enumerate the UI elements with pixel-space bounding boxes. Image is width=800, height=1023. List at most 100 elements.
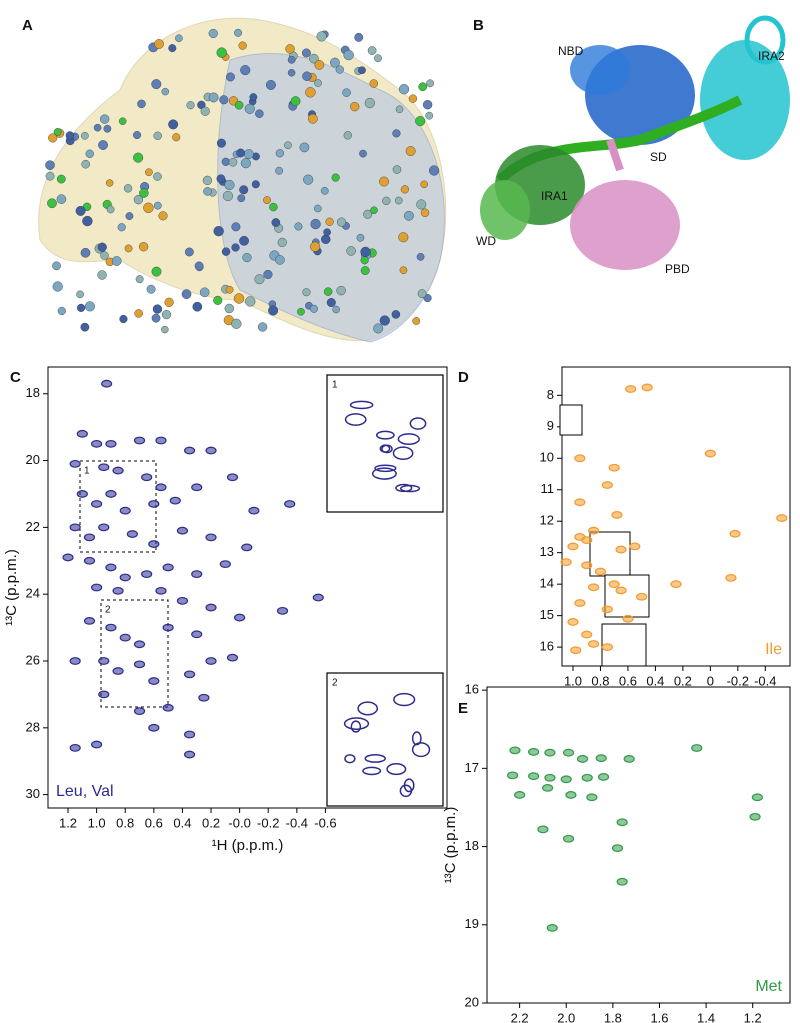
panel-label: B: [473, 17, 484, 34]
peak: [234, 613, 246, 622]
peak: [105, 563, 117, 572]
atom-sphere: [53, 128, 62, 136]
peak: [133, 660, 146, 669]
inset-contour: [411, 731, 422, 746]
atom-sphere: [287, 69, 296, 77]
peak: [704, 449, 716, 458]
atom-sphere: [416, 252, 425, 261]
atom-sphere: [399, 266, 408, 275]
peak: [133, 640, 146, 649]
peak: [183, 670, 196, 679]
inset-contour: [375, 430, 395, 440]
atom-sphere: [226, 72, 235, 82]
peak: [509, 746, 521, 755]
peak: [581, 630, 593, 639]
y-tick-label: 8: [547, 387, 554, 402]
atom-sphere: [100, 114, 110, 124]
series-label: Ile: [765, 641, 782, 658]
atom-sphere: [135, 275, 144, 284]
atom-sphere: [168, 119, 179, 130]
atom-sphere: [133, 152, 144, 163]
atom-sphere: [237, 194, 246, 203]
atom-sphere: [216, 138, 226, 148]
atom-sphere: [225, 285, 234, 294]
y-tick-label: 16: [465, 682, 479, 697]
peak: [601, 605, 613, 614]
atom-sphere: [48, 133, 58, 143]
peak: [205, 657, 217, 665]
atom-sphere: [81, 131, 89, 140]
atom-sphere: [199, 287, 210, 298]
x-tick-label: 0.4: [173, 815, 191, 830]
x-tick-label: 2.0: [557, 1010, 575, 1023]
peak: [581, 773, 593, 782]
peak: [670, 580, 682, 589]
atom-sphere: [52, 281, 63, 292]
peak: [725, 573, 737, 582]
plot-frame: [561, 366, 791, 667]
atom-sphere: [398, 232, 409, 243]
atom-sphere: [331, 173, 340, 182]
atom-sphere: [255, 109, 264, 118]
atom-sphere: [138, 242, 149, 252]
peak: [141, 570, 153, 579]
atom-sphere: [222, 190, 233, 202]
atom-sphere: [243, 149, 254, 159]
atom-sphere: [310, 304, 318, 313]
inset-contour: [397, 433, 420, 445]
peak: [616, 877, 628, 886]
peak: [69, 459, 81, 468]
atom-sphere: [428, 165, 440, 176]
peak: [586, 793, 598, 802]
y-tick-label: 30: [26, 786, 40, 801]
atom-sphere: [379, 176, 389, 187]
atom-sphere: [134, 309, 143, 318]
atom-sphere: [314, 60, 325, 70]
peak: [574, 599, 586, 607]
atom-sphere: [117, 223, 126, 232]
atom-sphere: [224, 179, 235, 191]
atom-sphere: [221, 247, 231, 256]
atom-sphere: [418, 82, 428, 92]
atom-sphere: [80, 322, 90, 332]
peak: [162, 703, 174, 712]
peak: [205, 603, 217, 612]
atom-sphere: [360, 266, 370, 276]
atom-sphere: [359, 149, 367, 158]
atom-sphere: [309, 53, 319, 64]
atom-sphere: [77, 303, 86, 312]
panel-label: C: [10, 369, 21, 386]
atom-sphere: [400, 185, 409, 194]
atom-sphere: [335, 65, 344, 74]
y-tick-label: 13: [540, 544, 554, 559]
peak: [507, 771, 519, 780]
peak: [611, 511, 623, 519]
peak: [749, 812, 761, 821]
atom-sphere: [257, 322, 268, 332]
peak: [91, 583, 103, 592]
atom-sphere: [75, 205, 86, 216]
atom-sphere: [228, 157, 238, 167]
x-tick-label: -0.6: [314, 815, 336, 830]
atom-sphere: [181, 289, 192, 299]
atom-sphere: [164, 297, 174, 307]
peak: [567, 542, 579, 551]
peak: [776, 514, 788, 522]
peak: [751, 793, 763, 802]
atom-sphere: [168, 44, 177, 53]
atom-sphere: [285, 44, 295, 54]
plot-frame: [486, 686, 791, 1004]
atom-sphere: [231, 243, 240, 252]
x-tick-label: 0.6: [619, 673, 637, 688]
atom-sphere: [275, 166, 284, 175]
atom-sphere: [84, 301, 95, 312]
atom-sphere: [394, 196, 403, 205]
atom-sphere: [350, 102, 360, 112]
peak: [623, 755, 635, 763]
inset-number: 2: [332, 678, 338, 689]
atom-sphere: [297, 307, 305, 316]
peak: [560, 558, 572, 567]
peak: [62, 553, 74, 562]
peak: [119, 633, 131, 642]
